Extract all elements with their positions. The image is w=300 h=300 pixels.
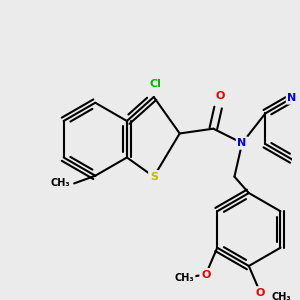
Text: S: S xyxy=(150,172,158,182)
Text: N: N xyxy=(238,138,247,148)
Text: CH₃: CH₃ xyxy=(272,292,291,300)
Text: CH₃: CH₃ xyxy=(175,274,194,284)
Text: CH₃: CH₃ xyxy=(51,178,70,188)
Text: O: O xyxy=(256,288,265,298)
Text: Cl: Cl xyxy=(150,79,162,88)
Text: O: O xyxy=(201,270,210,280)
Text: O: O xyxy=(215,91,225,101)
Text: N: N xyxy=(287,93,297,103)
